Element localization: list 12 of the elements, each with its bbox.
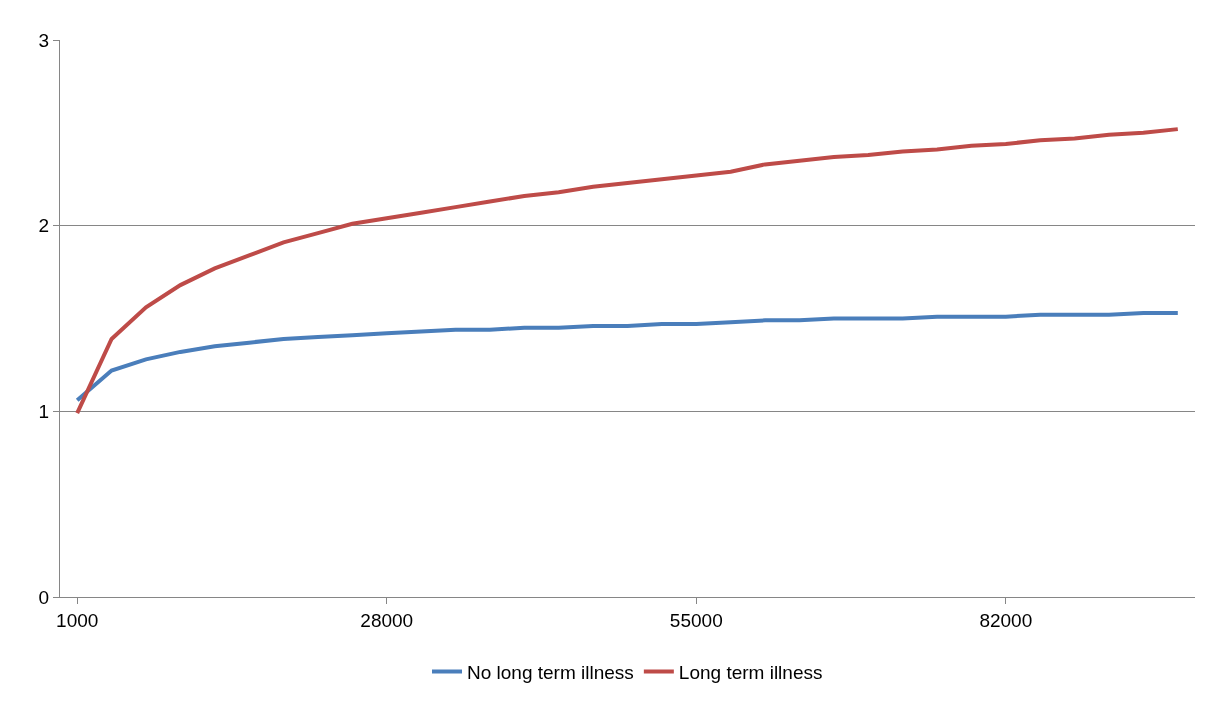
line-series (75, 310, 1180, 403)
y-tick-label: 3 (38, 29, 50, 51)
x-tick-label: 1000 (56, 609, 99, 631)
legend-label: No long term illness (467, 661, 634, 683)
x-tick-label: 28000 (360, 609, 414, 631)
legend-label: Long term illness (678, 661, 823, 683)
x-tick-label: 82000 (979, 609, 1033, 631)
line-series (75, 127, 1180, 416)
y-tick-label: 2 (38, 215, 50, 237)
y-tick-label: 1 (38, 400, 50, 422)
x-tick-label: 55000 (669, 609, 723, 631)
y-tick-label: 0 (38, 586, 50, 608)
